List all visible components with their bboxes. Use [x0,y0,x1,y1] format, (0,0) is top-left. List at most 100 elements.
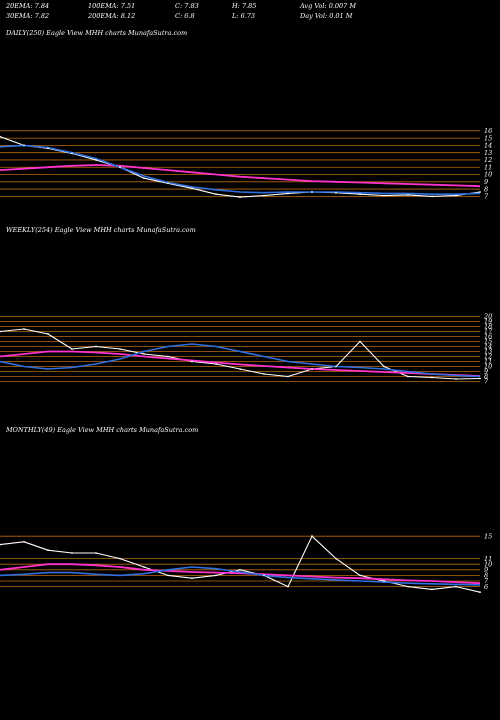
weekly-price-point [455,378,457,380]
monthly-price-point [359,574,361,577]
daily-ema-magenta-line [0,164,481,188]
weekly-price-point [263,373,265,375]
weekly-y-tick-label: 7 [484,378,489,386]
header-ema200: 200EMA: 8.12 [88,12,136,20]
daily-y-tick-label: 15 [484,134,492,142]
weekly-price-point [71,348,73,350]
weekly-y-tick-label: 16 [484,333,492,341]
monthly-y-tick-label: 7 [484,577,489,585]
daily-price-point [359,193,361,196]
daily-price-point [71,152,73,155]
monthly-price-point [239,568,241,571]
monthly-y-tick-label: 15 [484,532,492,540]
weekly-y-tick-label: 13 [484,348,492,356]
weekly-price-point [143,353,145,355]
weekly-price-point [359,340,361,343]
weekly-price-point [407,375,409,378]
weekly-y-tick-label: 19 [484,318,492,326]
weekly-price-point [479,377,481,380]
daily-price-point [455,194,457,197]
daily-price-point [407,194,409,196]
daily-y-tick-label: 16 [484,127,492,135]
monthly-ema-blue-line [0,566,481,586]
weekly-price-point [383,365,385,368]
header-ema20: 20EMA: 7.84 [6,2,50,10]
daily-price-point [311,191,313,193]
monthly-price-point [311,535,313,538]
header-avg-vol: Avg Vol: 0.007 M [300,2,357,10]
weekly-ema-blue-line [0,343,481,378]
monthly-price-point [215,574,217,577]
weekly-y-tick-label: 18 [484,323,492,331]
daily-price-point [287,192,289,195]
daily-y-tick-label: 11 [484,163,492,171]
daily-y-tick-label: 8 [484,185,488,193]
weekly-y-tick-label: 10 [484,363,492,371]
header-open: C: 7.83 [175,2,199,10]
monthly-price-point [191,577,193,580]
daily-y-tick-label: 7 [484,193,489,201]
daily-y-tick-label: 10 [484,171,492,179]
weekly-ema-magenta-line [0,350,481,377]
monthly-y-tick-label: 10 [484,560,492,568]
daily-price-point [215,193,217,196]
weekly-y-tick-label: 15 [484,338,492,346]
weekly-price-point [431,376,433,379]
weekly-chart-title: WEEKLY(254) Eagle View MHH charts Munafa… [6,226,196,234]
monthly-price-point [479,591,481,594]
daily-ema-blue-line [0,144,481,195]
weekly-y-tick-label: 11 [484,358,492,366]
daily-price-point [263,194,265,197]
daily-price-point [383,194,385,197]
weekly-price-point [23,328,25,330]
header-close: C: 6.8 [175,12,195,20]
weekly-price-point [167,355,169,358]
header-high: H: 7.85 [232,2,257,10]
monthly-price-point [71,552,73,554]
weekly-y-tick-label: 9 [484,368,488,376]
weekly-y-tick-label: 14 [484,343,492,351]
daily-price-point [95,159,97,161]
monthly-price-point [23,540,25,543]
monthly-price-point [455,585,457,588]
weekly-y-tick-label: 8 [484,373,488,381]
weekly-price-point [335,365,337,368]
monthly-y-tick-label: 11 [484,555,492,563]
weekly-price-point [239,368,241,370]
header-day-vol: Day Vol: 0.01 M [300,12,353,20]
monthly-price-point [263,574,265,577]
weekly-price-point [287,375,289,378]
daily-y-tick-label: 14 [484,142,492,150]
daily-y-tick-label: 12 [484,156,492,164]
daily-price-point [335,191,337,194]
monthly-price-point [167,574,169,577]
weekly-price-point [191,360,193,363]
header-ema100: 100EMA: 7.51 [88,2,136,10]
daily-price-point [479,191,481,193]
weekly-price-point [311,368,313,370]
weekly-price-point [95,345,97,348]
daily-y-tick-label: 9 [484,178,488,186]
weekly-y-tick-label: 12 [484,353,492,361]
monthly-ema-magenta-line [0,563,481,585]
daily-price-point [191,187,193,190]
weekly-y-tick-label: 17 [484,328,493,336]
monthly-price-point [287,585,289,588]
monthly-price-point [95,552,97,554]
daily-price-point [23,144,25,147]
weekly-price-point [47,333,49,335]
daily-price-point [239,196,241,198]
monthly-chart-title: MONTHLY(49) Eagle View MHH charts Munafa… [6,426,199,434]
weekly-price-point [215,363,217,365]
daily-price-point [167,182,169,185]
daily-price-point [0,135,1,138]
daily-y-tick-label: 13 [484,149,492,157]
weekly-price-point [119,348,121,350]
monthly-price-point [431,588,433,591]
header-low: L: 6.73 [232,12,256,20]
monthly-price-point [407,585,409,588]
